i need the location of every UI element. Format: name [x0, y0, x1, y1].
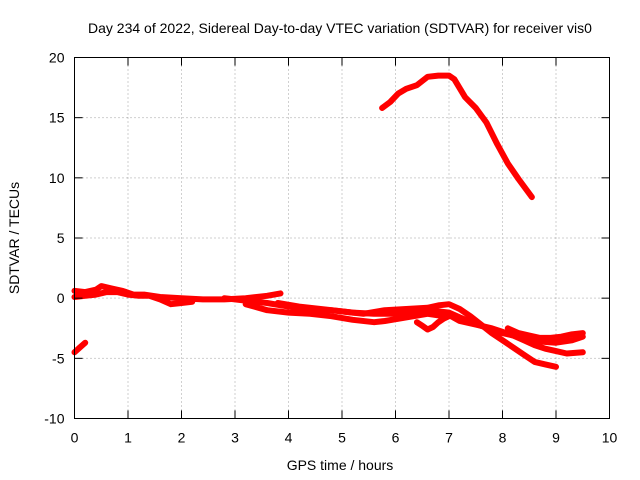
x-tick-label: 3: [231, 430, 239, 446]
x-tick-label: 1: [124, 430, 132, 446]
x-tick-label: 2: [178, 430, 186, 446]
y-tick-label: 0: [57, 290, 65, 306]
y-tick-label: 20: [49, 50, 65, 66]
series-line-arc-7: [274, 300, 559, 370]
x-tick-label: 4: [285, 430, 293, 446]
x-tick-label: 7: [445, 430, 453, 446]
series-line-arc-4: [71, 289, 196, 308]
x-tick-label: 6: [392, 430, 400, 446]
series-line-arc-1: [71, 339, 89, 356]
plot-area: [71, 72, 586, 370]
grid: [74, 57, 610, 419]
y-tick-label: 10: [49, 170, 65, 186]
series-line-arc-9: [504, 325, 586, 341]
x-tick-label: 8: [499, 430, 507, 446]
y-tick-label: -10: [44, 411, 64, 427]
series-line-arc-2: [379, 72, 535, 201]
chart-title: Day 234 of 2022, Sidereal Day-to-day VTE…: [88, 20, 592, 36]
y-tick-label: 15: [49, 110, 65, 126]
x-tick-label: 0: [71, 430, 79, 446]
y-axis-label: SDTVAR / TECUs: [6, 182, 22, 294]
y-tick-label: 5: [57, 230, 65, 246]
x-tick-label: 10: [602, 430, 618, 446]
series-line-arc-8: [413, 313, 452, 333]
x-axis-label: GPS time / hours: [287, 457, 394, 473]
x-tick-label: 5: [338, 430, 346, 446]
y-tick-label: -5: [52, 350, 65, 366]
axis-ticks: 0 1 2 3 4 5 6 7 8 9 10 -10 -5 0 5 10 15 20: [44, 50, 617, 446]
x-tick-label: 9: [552, 430, 560, 446]
